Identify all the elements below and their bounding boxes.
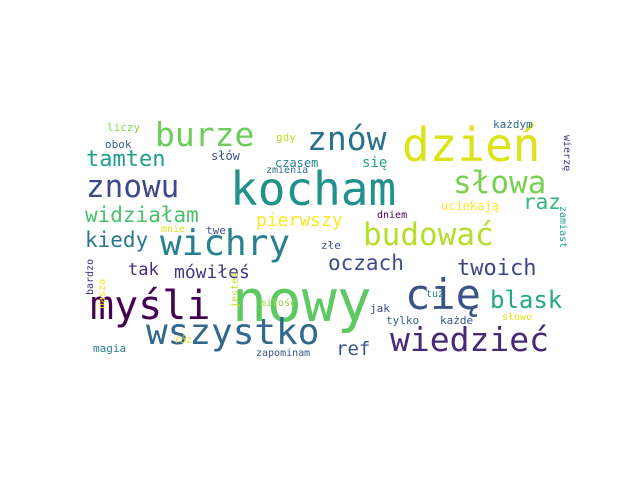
- word-jestes: jesteś: [230, 271, 241, 308]
- word-kazde: każde: [440, 314, 474, 327]
- word-wierze: wierzę: [561, 135, 572, 172]
- word-mowiles: mówiłeś: [174, 262, 250, 283]
- word-slowa: słowa: [453, 165, 547, 201]
- word-bardzo: bardzo: [85, 258, 96, 295]
- word-jak: jak: [370, 302, 390, 315]
- word-slow: słów: [211, 149, 240, 163]
- word-sie: się: [362, 155, 388, 171]
- word-obok: obok: [105, 138, 132, 151]
- word-burze: burze: [155, 115, 255, 154]
- word-tamten: tamten: [86, 147, 166, 172]
- word-slowo: słowo: [502, 312, 533, 323]
- word-uciekaja: uciekają: [441, 199, 499, 213]
- word-tak: tak: [128, 260, 159, 280]
- word-mysli: myśli: [90, 283, 211, 329]
- word-oczach: oczach: [328, 251, 404, 275]
- word-cloud: nowy kocham dzień cię myśli wszystko wie…: [80, 110, 572, 370]
- word-twe: twe: [206, 224, 226, 237]
- word-pierwszy: pierwszy: [256, 210, 343, 231]
- word-kiedy: kiedy: [85, 228, 149, 252]
- word-zamiast: zamiast: [557, 206, 568, 249]
- word-magia: magia: [93, 342, 127, 355]
- word-cie: cię: [405, 270, 481, 319]
- word-wiedziec: wiedzieć: [390, 320, 549, 359]
- word-zmienia: zmienia: [266, 165, 309, 176]
- word-czasem: czasem: [275, 156, 319, 170]
- word-zapominam: zapominam: [256, 348, 311, 359]
- word-znow: znów: [307, 119, 387, 158]
- word-liczy: liczy: [107, 121, 141, 134]
- word-wichry: wichry: [160, 223, 291, 264]
- word-wszystko: wszystko: [146, 312, 320, 353]
- word-twoich: twoich: [457, 256, 537, 281]
- word-ref: ref: [336, 338, 371, 360]
- word-tuz: tuż: [426, 289, 445, 300]
- word-gdy: gdy: [276, 131, 296, 144]
- word-kazdym: każdym: [493, 118, 533, 131]
- word-kocham: kocham: [230, 162, 397, 216]
- word-budowac: budować: [363, 217, 494, 253]
- word-dniem: dniem: [377, 210, 408, 221]
- word-zle: złe: [321, 239, 341, 252]
- word-blask: blask: [490, 286, 563, 314]
- word-roz: róż: [174, 335, 193, 346]
- word-widzialam: widziałam: [85, 203, 199, 227]
- word-milosc: miłość: [260, 298, 297, 309]
- word-mnie: mnie: [161, 224, 186, 235]
- word-nasza: nasza: [97, 278, 108, 309]
- word-raz: raz: [523, 190, 561, 214]
- word-nowy: nowy: [232, 267, 372, 335]
- word-dzien: dzień: [402, 118, 541, 172]
- word-tylko: tylko: [386, 314, 420, 327]
- word-znowu: znowu: [86, 169, 180, 205]
